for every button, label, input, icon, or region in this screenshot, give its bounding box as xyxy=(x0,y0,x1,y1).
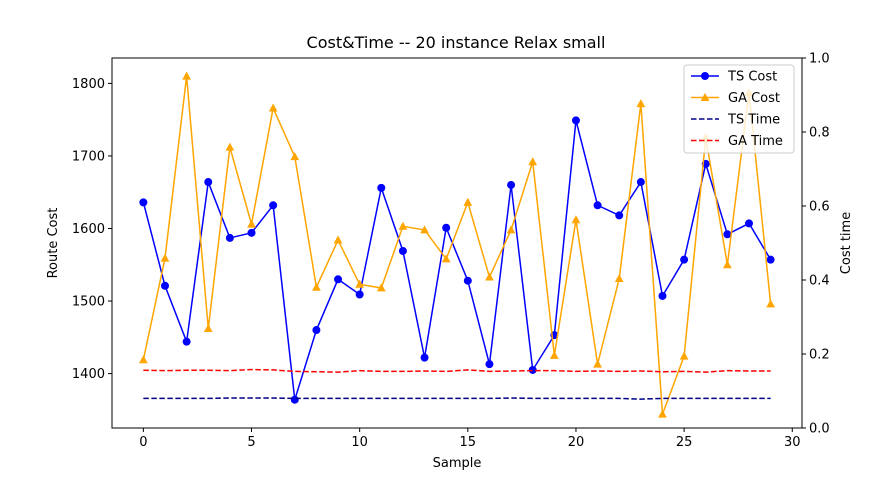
data-point-ts-cost xyxy=(377,183,386,192)
data-point-ts-cost xyxy=(355,290,364,299)
data-point-ts-cost xyxy=(723,230,732,239)
data-point-ga-cost xyxy=(506,225,516,234)
data-point-ga-cost xyxy=(528,157,538,166)
data-point-ga-cost xyxy=(614,273,624,282)
data-point-ga-cost xyxy=(268,103,278,112)
legend-label-ga-cost: GA Cost xyxy=(728,91,780,106)
x-tick-label: 10 xyxy=(351,435,368,450)
data-point-ga-cost xyxy=(225,142,235,151)
data-point-ga-cost xyxy=(247,219,256,228)
y-tick-label: 1600 xyxy=(72,222,105,237)
data-point-ga-cost xyxy=(679,351,689,360)
data-point-ga-cost xyxy=(593,359,602,368)
x-tick-label: 25 xyxy=(676,435,693,450)
data-point-ga-cost xyxy=(636,99,646,108)
y-tick-label: 1700 xyxy=(72,149,105,164)
data-point-ga-cost xyxy=(723,260,732,269)
series-line-ts-cost xyxy=(142,120,772,400)
y2-tick-label: 1.0 xyxy=(809,52,830,67)
x-tick-label: 30 xyxy=(784,435,801,450)
legend-marker-ts-cost xyxy=(701,72,709,80)
data-point-ts-cost xyxy=(636,178,645,187)
data-point-ga-cost xyxy=(290,152,300,161)
x-tick-label: 15 xyxy=(460,435,477,450)
data-point-ga-cost xyxy=(312,282,321,291)
data-point-ts-cost xyxy=(571,116,580,125)
data-point-ga-cost xyxy=(766,299,776,308)
data-point-ts-cost xyxy=(593,201,602,210)
data-point-ts-cost xyxy=(507,180,516,189)
data-point-ga-cost xyxy=(441,254,451,263)
data-point-ts-cost xyxy=(225,233,234,242)
data-point-ts-cost xyxy=(312,326,321,335)
y-axis-label: Route Cost xyxy=(46,208,61,279)
data-point-ga-cost xyxy=(182,71,191,80)
data-point-ga-cost xyxy=(355,279,365,288)
data-point-ts-cost xyxy=(463,276,472,285)
chart-title: Cost&Time -- 20 instance Relax small xyxy=(307,33,606,52)
data-point-ts-cost xyxy=(420,353,429,362)
y2-tick-label: 0.2 xyxy=(809,348,830,363)
legend-label-ts-time: TS Time xyxy=(727,113,780,128)
data-point-ts-cost xyxy=(442,223,451,232)
y-tick-label: 1800 xyxy=(72,77,105,92)
data-point-ts-cost xyxy=(766,255,775,264)
data-point-ts-cost xyxy=(334,275,343,284)
data-point-ts-cost xyxy=(485,360,494,369)
data-point-ts-cost xyxy=(269,201,278,210)
data-point-ts-cost xyxy=(182,337,191,346)
data-point-ga-cost xyxy=(376,283,386,292)
data-point-ts-cost xyxy=(745,219,754,228)
x-tick-label: 20 xyxy=(568,435,585,450)
plot-frame xyxy=(111,57,803,429)
data-point-ts-cost xyxy=(139,198,148,207)
data-point-ts-cost xyxy=(160,281,169,290)
data-point-ts-cost xyxy=(247,228,256,237)
data-point-ts-cost xyxy=(290,395,299,404)
series-line-ts-time xyxy=(143,397,771,400)
data-point-ts-cost xyxy=(528,365,537,374)
data-point-ts-cost xyxy=(204,178,213,187)
x-tick-label: 5 xyxy=(247,435,255,450)
series-line-ga-cost xyxy=(142,76,772,415)
data-point-ts-cost xyxy=(680,255,689,264)
y2-tick-label: 0.0 xyxy=(809,422,830,437)
legend xyxy=(683,64,795,154)
y2-tick-label: 0.6 xyxy=(809,200,830,215)
legend-label-ga-time: GA Time xyxy=(728,134,783,149)
data-point-ga-cost xyxy=(398,221,408,230)
y-tick-label: 1400 xyxy=(72,367,105,382)
data-point-ga-cost xyxy=(463,197,473,206)
data-point-ga-cost xyxy=(549,350,559,359)
data-point-ga-cost xyxy=(333,235,343,244)
data-point-ga-cost xyxy=(138,355,148,364)
data-point-ga-cost xyxy=(658,409,667,418)
x-axis-label: Sample xyxy=(433,456,482,471)
data-point-ts-cost xyxy=(658,291,667,300)
y2-tick-label: 0.4 xyxy=(809,274,830,289)
data-point-ga-cost xyxy=(485,272,494,281)
data-point-ts-cost xyxy=(398,246,407,255)
data-point-ga-cost xyxy=(160,253,170,262)
data-point-ts-cost xyxy=(615,211,624,220)
y2-tick-label: 0.8 xyxy=(809,126,830,141)
legend-marker-ga-cost xyxy=(700,92,710,101)
y2-axis-label: Cost time xyxy=(839,212,854,274)
data-point-ga-cost xyxy=(571,215,581,224)
y-tick-label: 1500 xyxy=(72,295,105,310)
x-tick-label: 0 xyxy=(139,435,147,450)
series-line-ga-time xyxy=(143,368,771,373)
data-point-ga-cost xyxy=(203,324,213,333)
data-point-ga-cost xyxy=(420,225,429,234)
legend-label-ts-cost: TS Cost xyxy=(727,70,777,85)
